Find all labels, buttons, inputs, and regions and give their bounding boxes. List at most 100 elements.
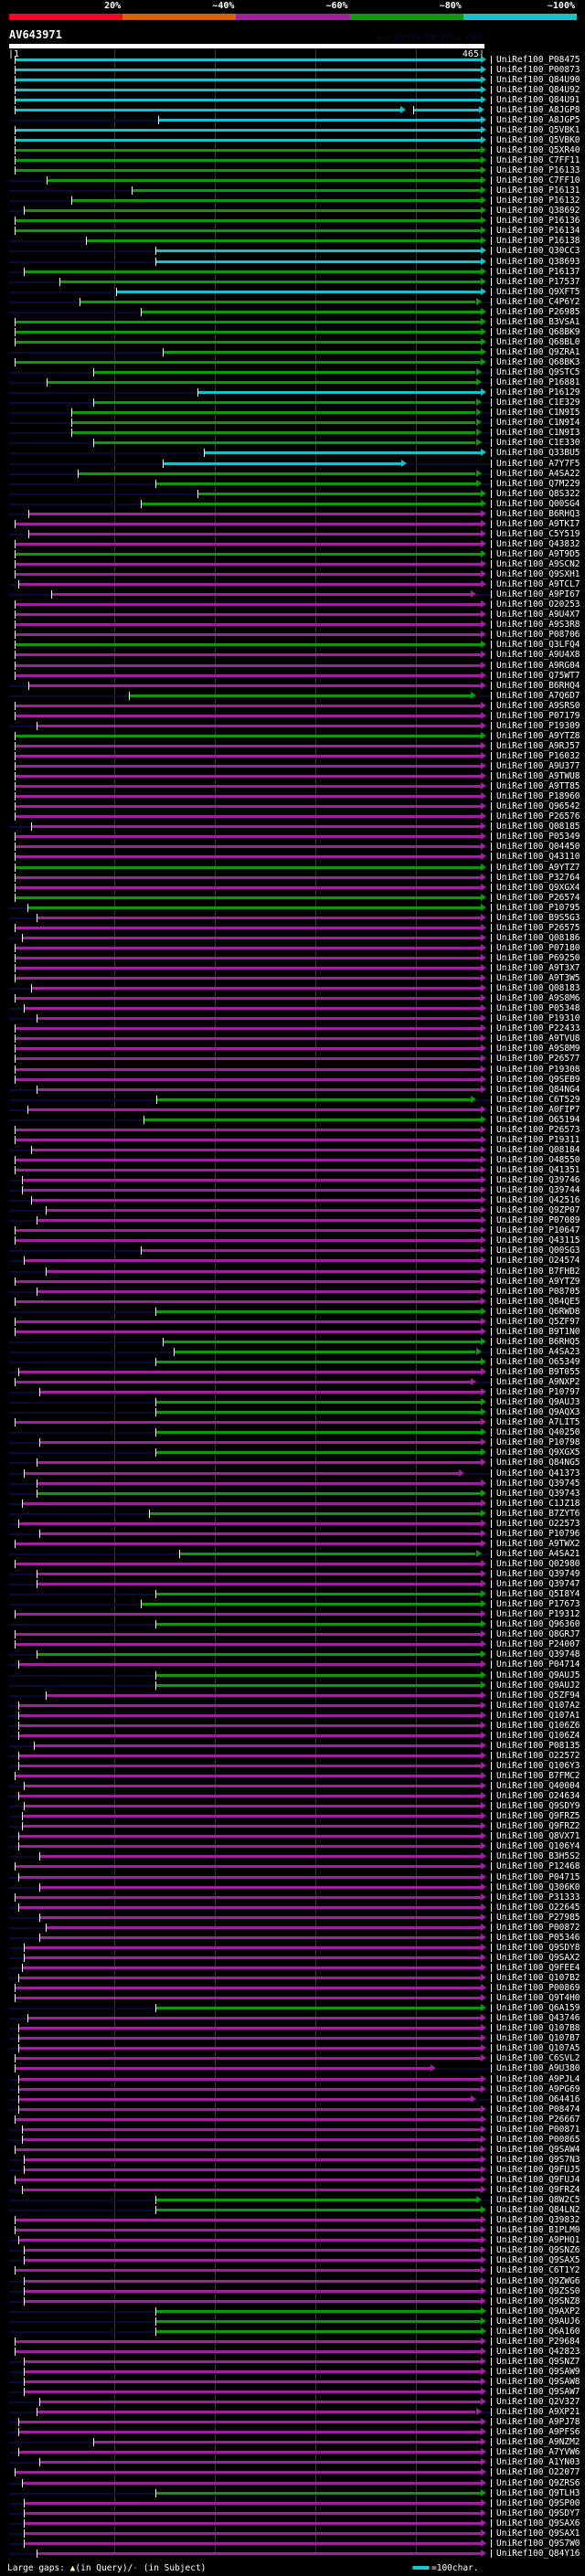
alignment-row[interactable]: UniRef100_Q9ZRS6: [0, 2478, 585, 2488]
hit-label[interactable]: UniRef100_P00865: [496, 2134, 580, 2145]
hit-label[interactable]: UniRef100_Q106Z6: [496, 1720, 580, 1731]
hit-label[interactable]: UniRef100_Q5XR40: [496, 144, 580, 155]
alignment-row[interactable]: UniRef100_Q2V327: [0, 2397, 585, 2407]
hit-label[interactable]: UniRef100_Q106Z4: [496, 1730, 580, 1741]
alignment-row[interactable]: UniRef100_P19310: [0, 1013, 585, 1023]
alignment-row[interactable]: UniRef100_P07180: [0, 943, 585, 953]
alignment-row[interactable]: UniRef100_P26577: [0, 1054, 585, 1064]
alignment-row[interactable]: UniRef100_Q84U91: [0, 95, 585, 105]
alignment-row[interactable]: UniRef100_Q5ZF97: [0, 1317, 585, 1327]
alignment-row[interactable]: UniRef100_Q9SAX2: [0, 1953, 585, 1963]
alignment-row[interactable]: UniRef100_Q8GRJ7: [0, 1629, 585, 1639]
alignment-row[interactable]: UniRef100_B3VSA1: [0, 317, 585, 327]
hit-label[interactable]: UniRef100_A9NXP2: [496, 1377, 580, 1388]
hit-label[interactable]: UniRef100_Q42823: [496, 2346, 580, 2357]
hit-label[interactable]: UniRef100_Q39749: [496, 1569, 580, 1579]
alignment-row[interactable]: UniRef100_C7FF11: [0, 155, 585, 165]
hit-label[interactable]: UniRef100_Q9T4H0: [496, 1993, 580, 2004]
hit-label[interactable]: UniRef100_Q84U91: [496, 94, 580, 105]
hit-label[interactable]: UniRef100_Q107A2: [496, 1700, 580, 1711]
alignment-row[interactable]: UniRef100_Q96542: [0, 801, 585, 811]
alignment-row[interactable]: UniRef100_A7Q6D7: [0, 691, 585, 701]
hit-label[interactable]: UniRef100_Q40250: [496, 1427, 580, 1438]
hit-label[interactable]: UniRef100_Q39748: [496, 1649, 580, 1660]
hit-label[interactable]: UniRef100_C1N9I3: [496, 428, 580, 439]
alignment-row[interactable]: UniRef100_B7ZYT6: [0, 1509, 585, 1519]
alignment-row[interactable]: UniRef100_P00873: [0, 65, 585, 75]
alignment-row[interactable]: UniRef100_P08706: [0, 630, 585, 640]
hit-label[interactable]: UniRef100_P00873: [496, 64, 580, 75]
hit-label[interactable]: UniRef100_Q5ZF94: [496, 1690, 580, 1701]
alignment-row[interactable]: UniRef100_Q41373: [0, 1468, 585, 1479]
hit-label[interactable]: UniRef100_Q41373: [496, 1468, 580, 1479]
hit-label[interactable]: UniRef100_C6SVL2: [496, 2053, 580, 2064]
alignment-row[interactable]: UniRef100_P16134: [0, 226, 585, 236]
alignment-row[interactable]: UniRef100_A8JGP5: [0, 115, 585, 125]
hit-label[interactable]: UniRef100_P19312: [496, 1609, 580, 1620]
hit-label[interactable]: UniRef100_C1N9I4: [496, 418, 580, 429]
hit-label[interactable]: UniRef100_Q3LFQ4: [496, 640, 580, 651]
alignment-row[interactable]: UniRef100_C1E330: [0, 438, 585, 448]
alignment-row[interactable]: UniRef100_Q42823: [0, 2347, 585, 2357]
hit-label[interactable]: UniRef100_C7FF11: [496, 155, 580, 165]
hit-label[interactable]: UniRef100_P32764: [496, 872, 580, 883]
alignment-row[interactable]: UniRef100_Q9AXP2: [0, 2306, 585, 2316]
alignment-row[interactable]: UniRef100_B1PLM0: [0, 2225, 585, 2235]
hit-label[interactable]: UniRef100_Q9AUJ2: [496, 1680, 580, 1691]
alignment-row[interactable]: UniRef100_Q9SEB9: [0, 1075, 585, 1085]
hit-label[interactable]: UniRef100_C7FF10: [496, 175, 580, 186]
alignment-row[interactable]: UniRef100_A9RG04: [0, 661, 585, 671]
alignment-row[interactable]: UniRef100_P10795: [0, 903, 585, 913]
alignment-row[interactable]: UniRef100_O22572: [0, 1751, 585, 1761]
hit-label[interactable]: UniRef100_Q6A159: [496, 2003, 580, 2014]
alignment-row[interactable]: UniRef100_Q9ZSS0: [0, 2286, 585, 2296]
hit-label[interactable]: UniRef100_Q5VBK0: [496, 134, 580, 145]
hit-label[interactable]: UniRef100_P04714: [496, 1659, 580, 1670]
alignment-row[interactable]: UniRef100_A9T9D5: [0, 549, 585, 559]
alignment-row[interactable]: UniRef100_P16136: [0, 216, 585, 226]
hit-label[interactable]: UniRef100_P17537: [496, 276, 580, 287]
hit-label[interactable]: UniRef100_Q41351: [496, 1165, 580, 1175]
hit-label[interactable]: UniRef100_Q38692: [496, 206, 580, 217]
alignment-row[interactable]: UniRef100_O64416: [0, 2094, 585, 2104]
hit-label[interactable]: UniRef100_Q08185: [496, 822, 580, 832]
alignment-row[interactable]: UniRef100_Q9SNZ7: [0, 2357, 585, 2367]
alignment-row[interactable]: UniRef100_A9TWU8: [0, 771, 585, 781]
hit-label[interactable]: UniRef100_A9U4X8: [496, 650, 580, 661]
alignment-row[interactable]: UniRef100_Q9XFT5: [0, 287, 585, 297]
hit-label[interactable]: UniRef100_A9S8M9: [496, 1044, 580, 1055]
alignment-row[interactable]: UniRef100_P19308: [0, 1065, 585, 1075]
alignment-row[interactable]: UniRef100_Q84QE5: [0, 1297, 585, 1307]
hit-label[interactable]: UniRef100_Q39832: [496, 2215, 580, 2226]
alignment-row[interactable]: UniRef100_B7FMC2: [0, 1771, 585, 1781]
alignment-row[interactable]: UniRef100_A9TVU8: [0, 1034, 585, 1044]
hit-label[interactable]: UniRef100_A9YTZ9: [496, 1276, 580, 1287]
hit-label[interactable]: UniRef100_C5Y519: [496, 528, 580, 539]
alignment-row[interactable]: UniRef100_Q96360: [0, 1619, 585, 1629]
hit-label[interactable]: UniRef100_C1E329: [496, 398, 580, 408]
hit-label[interactable]: UniRef100_A9T3X7: [496, 963, 580, 973]
hit-label[interactable]: UniRef100_Q08183: [496, 983, 580, 994]
alignment-row[interactable]: UniRef100_Q84U90: [0, 75, 585, 85]
hit-label[interactable]: UniRef100_A9TWX2: [496, 1538, 580, 1549]
alignment-row[interactable]: UniRef100_A9YTZ7: [0, 863, 585, 873]
alignment-row[interactable]: UniRef100_A9NZM2: [0, 2437, 585, 2447]
hit-label[interactable]: UniRef100_O48550: [496, 1154, 580, 1165]
hit-label[interactable]: UniRef100_P17673: [496, 1599, 580, 1610]
hit-label[interactable]: UniRef100_Q9S7N3: [496, 2154, 580, 2165]
hit-label[interactable]: UniRef100_P10797: [496, 1387, 580, 1398]
alignment-row[interactable]: UniRef100_Q02980: [0, 1559, 585, 1569]
alignment-row[interactable]: UniRef100_Q9SNZ6: [0, 2245, 585, 2255]
hit-label[interactable]: UniRef100_Q8W2C5: [496, 2195, 580, 2206]
hit-label[interactable]: UniRef100_Q9AUJ6: [496, 2316, 580, 2327]
alignment-row[interactable]: UniRef100_Q9ZRA1: [0, 347, 585, 357]
hit-label[interactable]: UniRef100_Q9SNZ8: [496, 2295, 580, 2306]
hit-label[interactable]: UniRef100_Q6A160: [496, 2326, 580, 2337]
hit-label[interactable]: UniRef100_Q9FRZ5: [496, 1811, 580, 1822]
alignment-row[interactable]: UniRef100_Q9XGX5: [0, 1447, 585, 1458]
hit-label[interactable]: UniRef100_P29684: [496, 2336, 580, 2347]
alignment-row[interactable]: UniRef100_Q9AUJ2: [0, 1680, 585, 1691]
hit-label[interactable]: UniRef100_P05346: [496, 1932, 580, 1943]
hit-label[interactable]: UniRef100_Q43832: [496, 538, 580, 549]
alignment-row[interactable]: UniRef100_Q9FEE4: [0, 1963, 585, 1973]
